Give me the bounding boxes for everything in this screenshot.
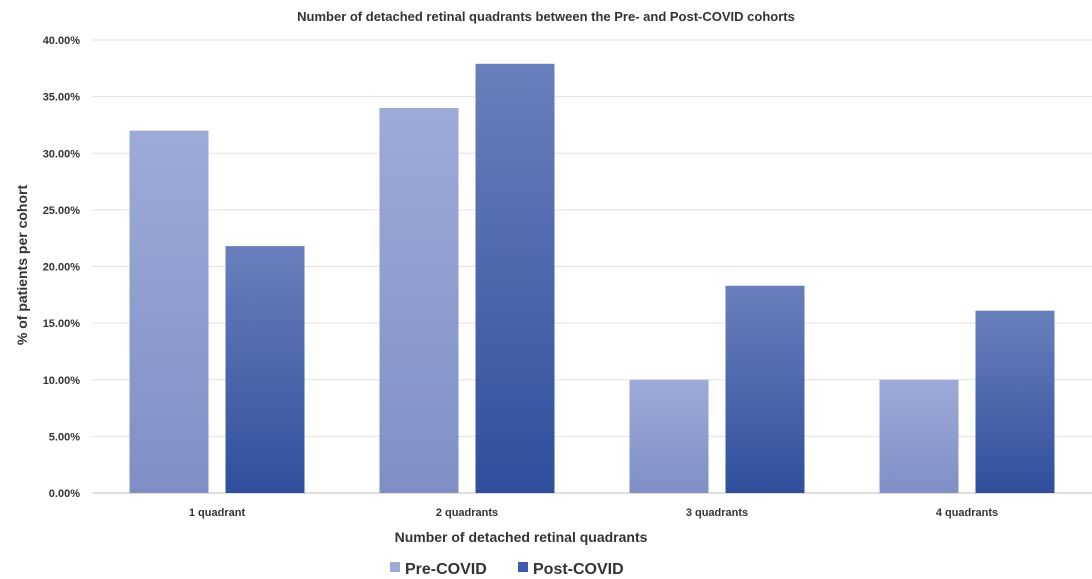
bar-pre-covid-1 bbox=[129, 130, 209, 493]
y-tick-label: 10.00% bbox=[43, 375, 81, 387]
y-tick-label: 40.00% bbox=[43, 35, 81, 47]
legend-label-pre-covid: Pre-COVID bbox=[405, 561, 487, 578]
bar-post-covid-1 bbox=[225, 246, 305, 493]
y-tick-label: 0.00% bbox=[49, 488, 80, 500]
bar-pre-covid-3 bbox=[629, 379, 709, 493]
legend-label-post-covid: Post-COVID bbox=[533, 561, 624, 578]
bar-pre-covid-2 bbox=[379, 107, 459, 493]
bars bbox=[129, 63, 1055, 493]
y-tick-label: 5.00% bbox=[49, 431, 80, 443]
legend-swatch-post-covid bbox=[518, 562, 528, 572]
bar-post-covid-2 bbox=[475, 63, 555, 493]
x-axis-ticks: 1 quadrant 2 quadrants 3 quadrants 4 quadra… bbox=[189, 507, 998, 519]
y-axis-title: % of patients per cohort bbox=[14, 185, 30, 346]
legend-swatch-pre-covid bbox=[390, 562, 400, 572]
y-tick-label: 35.00% bbox=[43, 92, 81, 104]
y-tick-label: 15.00% bbox=[43, 318, 81, 330]
chart-title: Number of detached retinal quadrants bet… bbox=[297, 9, 795, 24]
x-tick-label: 1 quadrant bbox=[189, 507, 246, 519]
y-tick-label: 20.00% bbox=[43, 262, 81, 274]
x-tick-label: 2 quadrants bbox=[436, 507, 498, 519]
y-tick-label: 30.00% bbox=[43, 148, 81, 160]
x-tick-label: 4 quadrants bbox=[936, 507, 998, 519]
legend: Pre-COVID Post-COVID bbox=[390, 561, 624, 578]
bar-pre-covid-4 bbox=[879, 379, 959, 493]
x-axis-title: Number of detached retinal quadrants bbox=[395, 529, 648, 545]
x-tick-label: 3 quadrants bbox=[686, 507, 748, 519]
y-axis-ticks: 0.00% 5.00% 10.00% 15.00% 20.00% 25.00% 30.00%… bbox=[43, 35, 81, 500]
y-tick-label: 25.00% bbox=[43, 205, 81, 217]
bar-post-covid-4 bbox=[975, 310, 1055, 493]
bar-post-covid-3 bbox=[725, 285, 805, 493]
